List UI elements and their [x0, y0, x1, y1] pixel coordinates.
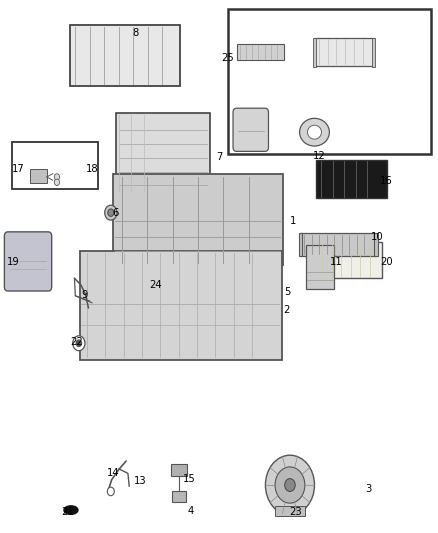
Text: 13: 13	[134, 476, 146, 486]
Circle shape	[107, 487, 114, 496]
Text: 11: 11	[330, 257, 343, 267]
Text: 4: 4	[187, 506, 194, 515]
Text: 15: 15	[183, 474, 196, 483]
FancyBboxPatch shape	[233, 108, 268, 151]
FancyBboxPatch shape	[374, 233, 378, 256]
FancyBboxPatch shape	[300, 233, 375, 256]
FancyBboxPatch shape	[116, 113, 210, 192]
Circle shape	[54, 174, 60, 180]
Text: 25: 25	[221, 53, 234, 62]
Circle shape	[285, 479, 295, 491]
FancyBboxPatch shape	[275, 506, 305, 516]
Text: 24: 24	[149, 280, 162, 290]
FancyBboxPatch shape	[113, 174, 283, 265]
Ellipse shape	[64, 506, 78, 514]
Text: 17: 17	[12, 165, 25, 174]
Text: 1: 1	[290, 216, 297, 226]
Text: 19: 19	[7, 257, 20, 267]
Text: 23: 23	[290, 507, 302, 516]
Circle shape	[265, 455, 314, 515]
FancyBboxPatch shape	[299, 233, 302, 256]
FancyBboxPatch shape	[4, 232, 52, 291]
Text: 3: 3	[365, 484, 371, 494]
Text: 14: 14	[107, 468, 119, 478]
Circle shape	[108, 209, 114, 216]
FancyBboxPatch shape	[70, 25, 180, 86]
Circle shape	[54, 179, 60, 185]
FancyBboxPatch shape	[12, 142, 98, 189]
FancyBboxPatch shape	[237, 44, 284, 60]
Circle shape	[73, 336, 85, 351]
FancyBboxPatch shape	[171, 464, 187, 476]
FancyBboxPatch shape	[314, 38, 374, 66]
Text: 8: 8	[133, 28, 139, 38]
Text: 20: 20	[380, 257, 392, 267]
Circle shape	[105, 205, 117, 220]
Text: 21: 21	[61, 507, 74, 516]
Text: 7: 7	[216, 152, 222, 162]
FancyBboxPatch shape	[313, 38, 316, 67]
Circle shape	[76, 340, 81, 346]
Text: 10: 10	[371, 232, 384, 242]
FancyBboxPatch shape	[318, 242, 382, 278]
Text: 5: 5	[284, 287, 290, 297]
FancyBboxPatch shape	[372, 38, 375, 67]
FancyBboxPatch shape	[172, 491, 186, 502]
Circle shape	[275, 467, 305, 503]
FancyBboxPatch shape	[306, 245, 334, 289]
Ellipse shape	[300, 118, 329, 146]
Text: 6: 6	[112, 208, 118, 218]
Text: 2: 2	[284, 305, 290, 315]
FancyBboxPatch shape	[316, 160, 387, 198]
Text: 18: 18	[86, 165, 98, 174]
Text: 22: 22	[70, 337, 83, 347]
Text: 9: 9	[81, 290, 87, 300]
FancyBboxPatch shape	[30, 169, 47, 183]
FancyBboxPatch shape	[228, 9, 431, 154]
FancyBboxPatch shape	[80, 251, 282, 360]
Text: 12: 12	[313, 151, 326, 161]
Text: 16: 16	[380, 176, 393, 186]
Ellipse shape	[307, 125, 321, 139]
